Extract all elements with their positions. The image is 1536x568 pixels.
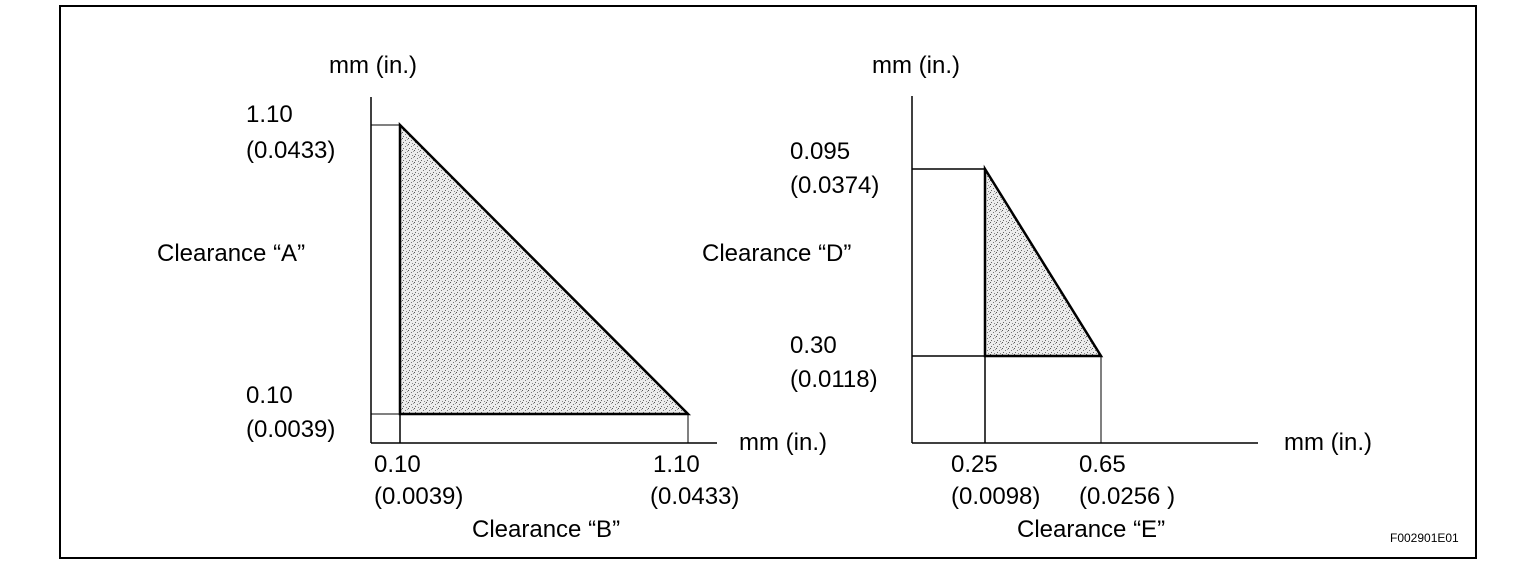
left-x-tick-1-in: (0.0039)	[374, 483, 464, 510]
left-clearance-region	[398, 121, 692, 416]
figure-frame	[59, 5, 1477, 559]
left-x-axis-label: Clearance “B”	[472, 516, 621, 543]
left-y-tick-top-in: (0.0433)	[246, 137, 336, 164]
left-x-tick-2-in: (0.0433)	[650, 483, 740, 510]
left-y-tick-bottom-in: (0.0039)	[246, 416, 336, 443]
left-y-unit: mm (in.)	[329, 52, 417, 79]
right-y-tick-top-in: (0.0374)	[790, 172, 880, 199]
left-y-axis-label: Clearance “A”	[157, 240, 306, 267]
left-x-tick-2-mm: 1.10	[653, 451, 700, 478]
right-y-tick-top-mm: 0.095	[790, 138, 851, 165]
right-y-tick-mid-in: (0.0118)	[790, 366, 878, 393]
right-chart	[911, 96, 1258, 444]
left-y-tick-top-mm: 1.10	[246, 101, 293, 128]
right-y-unit: mm (in.)	[872, 52, 960, 79]
left-y-tick-bottom-mm: 0.10	[246, 382, 293, 409]
right-y-axis-label: Clearance “D”	[702, 240, 852, 267]
left-chart	[370, 97, 717, 444]
right-x-tick-1-mm: 0.25	[951, 451, 998, 478]
right-x-unit: mm (in.)	[1284, 429, 1372, 456]
right-x-tick-2-mm: 0.65	[1079, 451, 1126, 478]
right-x-tick-1-in: (0.0098)	[951, 483, 1041, 510]
right-x-axis-label: Clearance “E”	[1017, 516, 1166, 543]
figure-code: F002901E01	[1390, 531, 1459, 545]
right-y-tick-mid-mm: 0.30	[790, 332, 837, 359]
left-x-unit: mm (in.)	[739, 429, 827, 456]
right-x-tick-2-in: (0.0256 )	[1079, 483, 1176, 510]
left-x-tick-1-mm: 0.10	[374, 451, 421, 478]
right-clearance-region	[983, 164, 1104, 358]
